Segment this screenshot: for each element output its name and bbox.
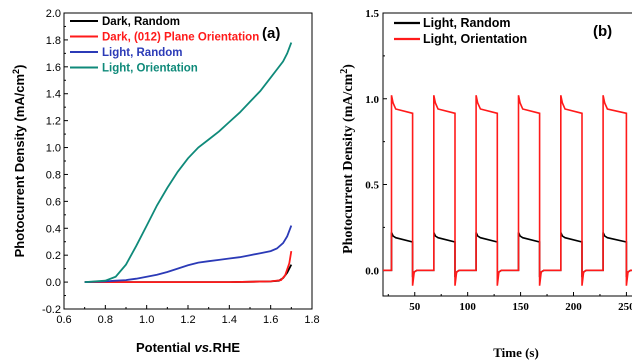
series-line-b-1: [383, 95, 632, 286]
series-line-a-3: [84, 42, 293, 283]
y-tick-label-a: 0.6: [46, 196, 61, 208]
y-tick-label-a: 1.2: [46, 116, 61, 128]
x-tick-label-a: 0.6: [56, 314, 71, 326]
ticks-b: 50 100 150 200 250 0.0 0.5 1.0 1.5: [365, 8, 632, 313]
x-tick-label-b: 200: [565, 301, 582, 313]
y-tick-label-b: 1.0: [365, 94, 379, 106]
y-tick-label-b: 0.0: [365, 265, 379, 277]
legend-b: Light, Random Light, Orientation: [394, 16, 527, 46]
y-tick-label-b: 0.5: [365, 180, 379, 192]
legend-label-b-0: Light, Random: [423, 16, 511, 30]
legend-label-a-1: Dark, (012) Plane Orientation: [102, 32, 259, 44]
series-line-a-2: [84, 225, 293, 283]
y-axis-label-a: Photocurrent Density (mA/cm2): [11, 65, 27, 258]
chart-panel-a: 0.6 0.8 1.0 1.2 1.4 1.6 1.8 -0.2 0.0 0.2 0.4 0.6 0.8…: [11, 8, 320, 355]
y-tick-label-a: 1.4: [46, 89, 61, 101]
plot-frame-b: [382, 12, 632, 297]
x-axis-label-a: Potential vs.RHE: [136, 340, 240, 355]
series-a: [84, 42, 293, 284]
y-tick-label-a: -0.2: [42, 304, 61, 316]
series-line-a-1: [84, 250, 293, 284]
x-tick-label-b: 100: [459, 301, 476, 313]
y-tick-label-a: 1.6: [46, 62, 61, 74]
x-axis-label-b: Time (s): [493, 345, 539, 360]
y-tick-label-a: 2.0: [46, 8, 61, 20]
series-b: [383, 95, 632, 286]
y-tick-label-a: 0.2: [46, 250, 61, 262]
x-tick-label-a: 1.0: [139, 314, 154, 326]
legend-label-a-0: Dark, Random: [102, 16, 180, 28]
series-line-a-0: [84, 264, 293, 284]
x-tick-label-a: 1.4: [222, 314, 237, 326]
y-tick-label-a: 1.8: [46, 35, 61, 47]
y-axis-label-b: Photocurrent Density (mA/cm2): [339, 64, 357, 254]
x-tick-label-a: 1.2: [180, 314, 195, 326]
x-tick-label-b: 250: [618, 301, 632, 313]
y-tick-label-b: 1.5: [365, 8, 379, 20]
x-tick-label-a: 0.8: [98, 314, 113, 326]
y-tick-label-a: 0.4: [46, 223, 61, 235]
y-tick-label-a: 1.0: [46, 143, 61, 155]
chart-panel-b: 50 100 150 200 250 0.0 0.5 1.0 1.5 (b) Light, Ra…: [339, 8, 632, 360]
ticks-a: 0.6 0.8 1.0 1.2 1.4 1.6 1.8 -0.2 0.0 0.2 0.4 0.6 0.8…: [42, 8, 320, 326]
y-tick-label-a: 0.8: [46, 169, 61, 181]
panel-label-b: (b): [593, 23, 612, 40]
y-tick-label-a: 0.0: [46, 277, 61, 289]
legend-label-b-1: Light, Orientation: [423, 32, 527, 46]
legend-label-a-3: Light, Orientation: [102, 63, 198, 75]
legend-a: Dark, Random Dark, (012) Plane Orientatio…: [70, 16, 259, 75]
panel-label-a: (a): [262, 25, 280, 42]
x-tick-label-b: 150: [512, 301, 529, 313]
x-tick-label-a: 1.8: [304, 314, 319, 326]
x-tick-label-b: 50: [409, 301, 421, 313]
x-tick-label-a: 1.6: [263, 314, 278, 326]
legend-label-a-2: Light, Random: [102, 47, 183, 59]
